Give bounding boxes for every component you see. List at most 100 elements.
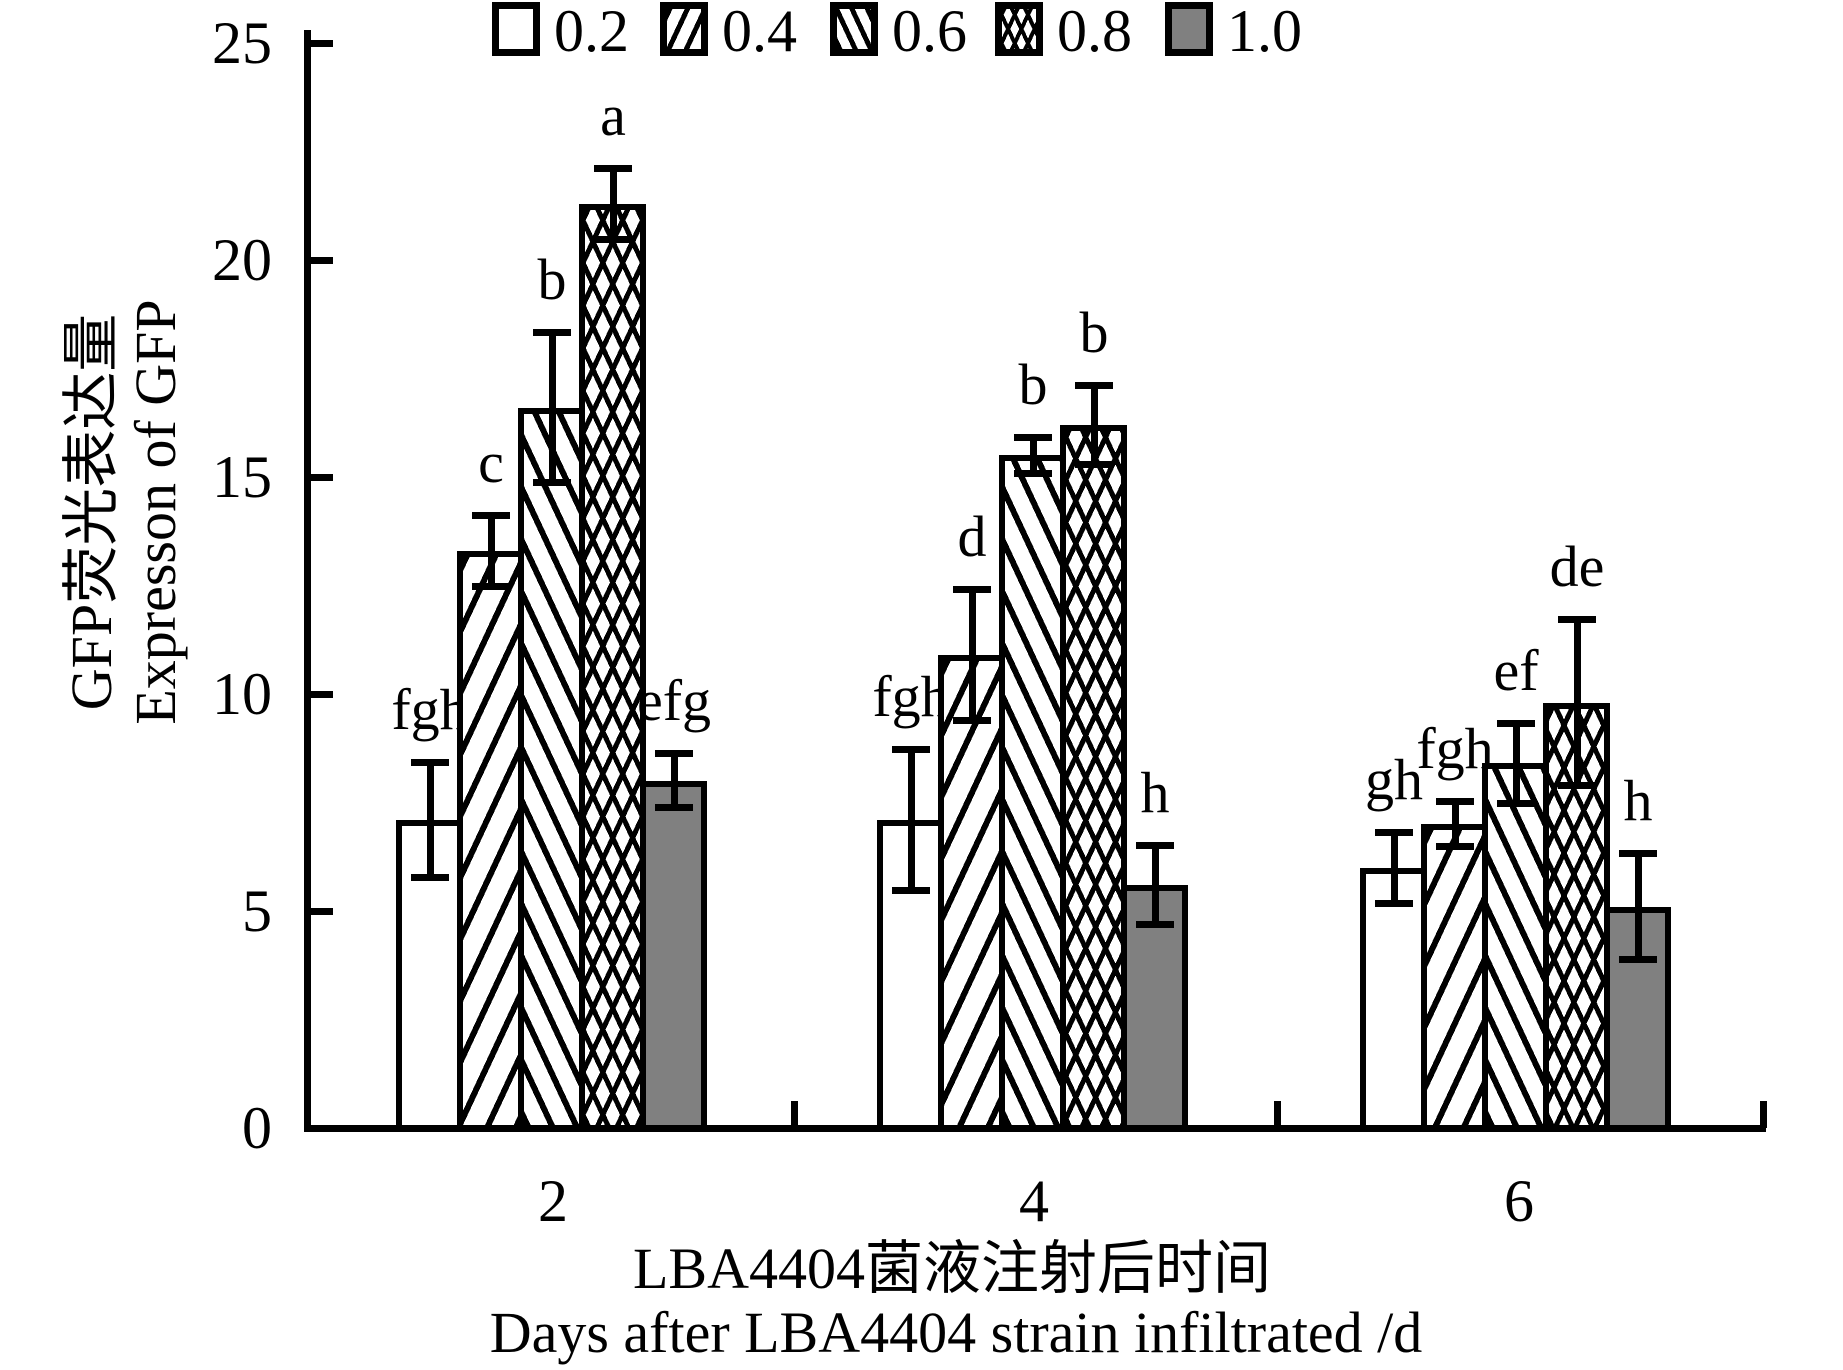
- y-tick-label: 20: [212, 227, 272, 293]
- error-bar-stem: [1091, 381, 1098, 469]
- significance-letter: h: [1623, 768, 1653, 834]
- error-bar-cap-top: [953, 585, 991, 593]
- error-bar-cap-bottom: [953, 717, 991, 725]
- y-tick: [311, 474, 333, 481]
- legend-label-0.8: 0.8: [1057, 0, 1132, 64]
- bar-day2-od0.8: [579, 203, 646, 1131]
- error-bar-stem: [908, 746, 915, 894]
- significance-letter: b: [537, 247, 567, 313]
- y-tick-label: 0: [242, 1095, 272, 1161]
- error-bar-stem: [1574, 615, 1581, 790]
- legend-swatch-0.6: [830, 2, 878, 56]
- significance-letter: b: [1018, 351, 1048, 417]
- significance-letter: d: [957, 503, 987, 569]
- y-axis-title-chinese: GFP荧光表达量: [59, 313, 124, 711]
- error-bar-cap-top: [655, 750, 693, 758]
- x-axis-title-english: Days after LBA4404 strain infiltrated /d: [489, 1300, 1423, 1365]
- significance-letter: fgh: [391, 677, 469, 743]
- bar-day4-od0.4: [938, 654, 1005, 1131]
- error-bar-cap-bottom: [1558, 782, 1596, 790]
- error-bar-stem: [1452, 798, 1459, 851]
- error-bar-stem: [549, 329, 556, 486]
- error-bar-cap-top: [594, 164, 632, 172]
- x-category-label: 4: [1019, 1168, 1049, 1234]
- bar-day2-od1.0: [640, 780, 707, 1131]
- error-bar-cap-bottom: [472, 582, 510, 590]
- error-bar-cap-top: [1136, 841, 1174, 849]
- bar-day4-od0.8: [1060, 424, 1127, 1131]
- bar-day6-od0.4: [1421, 824, 1488, 1131]
- error-bar-cap-top: [1436, 798, 1474, 806]
- y-tick: [311, 257, 333, 264]
- significance-letter: de: [1549, 533, 1605, 599]
- error-bar-cap-bottom: [1075, 461, 1113, 469]
- y-axis-title-english: Expresson of GFP: [123, 299, 188, 725]
- significance-letter: efg: [636, 668, 712, 734]
- error-bar-cap-top: [1497, 720, 1535, 728]
- error-bar-cap-bottom: [411, 873, 449, 881]
- error-bar-stem: [969, 585, 976, 725]
- error-bar-cap-bottom: [892, 886, 930, 894]
- error-bar-stem: [1152, 841, 1159, 929]
- error-bar-cap-top: [1558, 615, 1596, 623]
- error-bar-cap-bottom: [655, 804, 693, 812]
- significance-letter: gh: [1365, 746, 1423, 812]
- legend-label-1.0: 1.0: [1227, 0, 1302, 64]
- error-bar-stem: [1030, 433, 1037, 477]
- x-tick: [791, 1101, 798, 1128]
- error-bar-cap-top: [533, 329, 571, 337]
- significance-letter: fgh: [872, 664, 950, 730]
- legend-label-0.2: 0.2: [554, 0, 629, 64]
- y-tick-label: 10: [212, 661, 272, 727]
- legend-swatch-1.0: [1165, 2, 1213, 56]
- error-bar-cap-top: [1619, 850, 1657, 858]
- x-tick: [1274, 1101, 1281, 1128]
- error-bar-cap-top: [1375, 828, 1413, 836]
- error-bar-cap-bottom: [1497, 799, 1535, 807]
- significance-letter: h: [1140, 759, 1170, 825]
- error-bar-cap-bottom: [594, 235, 632, 243]
- bar-day2-od0.6: [518, 407, 585, 1131]
- y-tick-label: 5: [242, 878, 272, 944]
- error-bar-stem: [1391, 828, 1398, 907]
- legend-swatch-0.2: [492, 2, 540, 56]
- y-tick: [311, 908, 333, 915]
- error-bar-cap-bottom: [533, 478, 571, 486]
- x-axis-title-chinese: LBA4404菌液注射后时间: [632, 1236, 1272, 1301]
- bar-day6-od0.6: [1482, 763, 1549, 1131]
- x-category-label: 2: [538, 1168, 568, 1234]
- bar-day4-od0.6: [999, 455, 1066, 1131]
- error-bar-cap-bottom: [1136, 921, 1174, 929]
- y-tick-label: 15: [212, 444, 272, 510]
- error-bar-stem: [610, 164, 617, 243]
- error-bar-cap-bottom: [1436, 843, 1474, 851]
- legend-label-0.4: 0.4: [722, 0, 797, 64]
- error-bar-cap-top: [411, 759, 449, 767]
- error-bar-stem: [1635, 850, 1642, 964]
- significance-letter: c: [478, 429, 504, 495]
- legend-swatch-0.8: [995, 2, 1043, 56]
- error-bar-cap-bottom: [1619, 956, 1657, 964]
- error-bar-cap-bottom: [1014, 470, 1052, 477]
- x-tick: [1760, 1101, 1767, 1128]
- error-bar-stem: [671, 750, 678, 812]
- error-bar-cap-bottom: [1375, 899, 1413, 907]
- bar-day6-od0.2: [1360, 867, 1427, 1131]
- significance-letter: b: [1079, 299, 1109, 365]
- error-bar-cap-top: [472, 511, 510, 519]
- significance-letter: ef: [1493, 638, 1539, 704]
- error-bar-stem: [1513, 720, 1520, 807]
- error-bar-stem: [427, 759, 434, 881]
- legend-label-0.6: 0.6: [892, 0, 967, 64]
- y-tick-label: 25: [212, 10, 272, 76]
- significance-letter: fgh: [1416, 716, 1494, 782]
- significance-letter: a: [600, 82, 626, 148]
- y-tick: [311, 691, 333, 698]
- error-bar-cap-top: [1014, 433, 1052, 441]
- error-bar-cap-top: [1075, 381, 1113, 389]
- bar-day2-od0.4: [457, 550, 524, 1131]
- x-category-label: 6: [1504, 1168, 1534, 1234]
- error-bar-stem: [488, 511, 495, 590]
- y-axis-line: [304, 30, 311, 1132]
